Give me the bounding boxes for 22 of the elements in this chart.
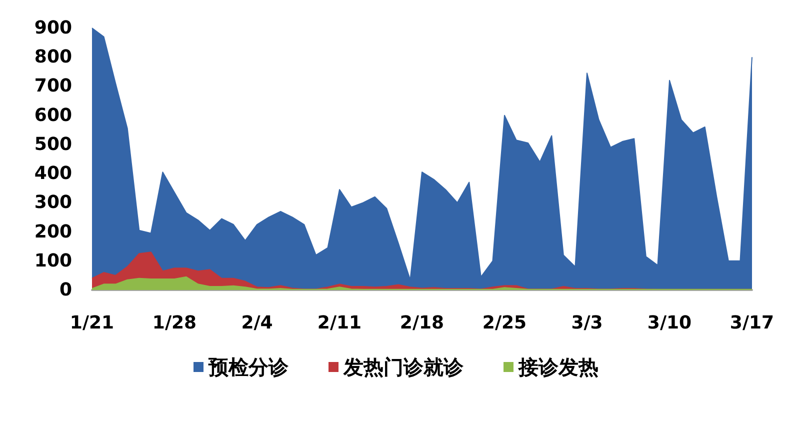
legend-label: 接诊发热 — [518, 355, 598, 379]
x-tick-label: 2/25 — [482, 312, 527, 334]
x-tick-label: 3/10 — [647, 312, 692, 334]
y-tick-label: 400 — [34, 163, 72, 184]
x-tick-label: 1/21 — [70, 312, 114, 334]
x-tick-label: 3/3 — [571, 312, 603, 334]
x-tick-label: 2/18 — [400, 312, 444, 334]
y-tick-label: 500 — [34, 134, 72, 155]
y-tick-label: 600 — [34, 104, 72, 126]
legend-label: 发热门诊就诊 — [342, 355, 464, 379]
y-tick-label: 0 — [59, 280, 72, 300]
legend-label: 预检分诊 — [208, 355, 290, 379]
x-tick-label: 2/4 — [241, 312, 273, 334]
y-tick-label: 700 — [34, 76, 72, 97]
x-tick-label: 1/28 — [152, 312, 197, 334]
y-tick-label: 800 — [34, 46, 72, 68]
y-tick-label: 200 — [34, 221, 72, 242]
x-tick-label: 3/17 — [730, 312, 774, 334]
y-tick-label: 300 — [34, 192, 72, 214]
y-tick-label: 100 — [34, 250, 72, 272]
x-tick-label: 2/11 — [317, 312, 362, 334]
y-tick-label: 900 — [34, 18, 72, 38]
